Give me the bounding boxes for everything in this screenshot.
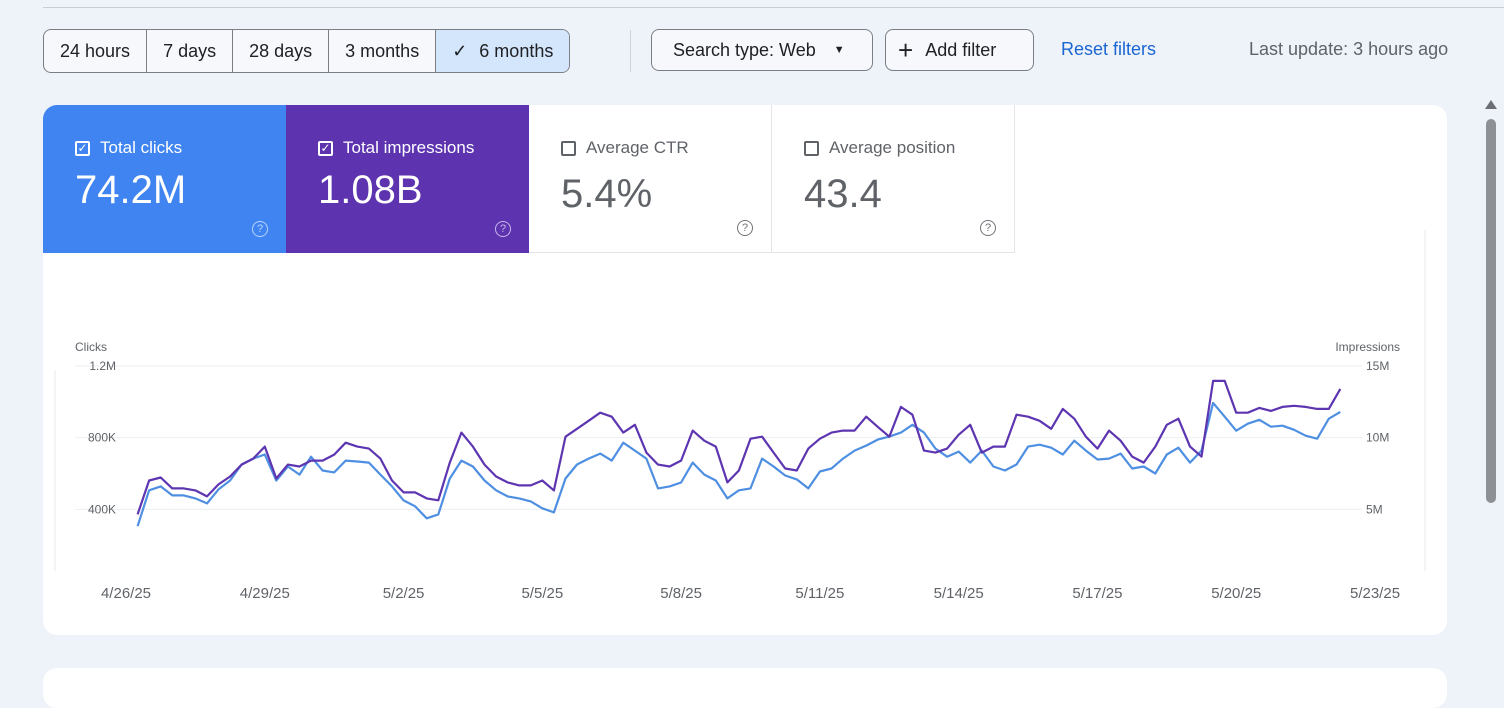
metric-total-clicks[interactable]: ✓ Total clicks 74.2M ? bbox=[43, 105, 286, 253]
range-label: 6 months bbox=[479, 40, 554, 61]
search-type-label: Search type: Web bbox=[673, 39, 816, 60]
date-range-selector: 24 hours 7 days 28 days 3 months ✓ 6 mont… bbox=[43, 29, 571, 73]
metric-total-impressions[interactable]: ✓ Total impressions 1.08B ? bbox=[286, 105, 529, 253]
reset-filters-link[interactable]: Reset filters bbox=[1061, 39, 1157, 59]
next-card bbox=[43, 668, 1447, 708]
range-label: 3 months bbox=[345, 40, 420, 61]
checkbox-unchecked-icon[interactable] bbox=[561, 140, 576, 156]
plus-icon: + bbox=[898, 35, 914, 65]
range-label: 24 hours bbox=[60, 40, 131, 61]
range-28-days[interactable]: 28 days bbox=[233, 30, 330, 72]
range-label: 7 days bbox=[163, 40, 217, 61]
metric-label: Average position bbox=[829, 138, 956, 157]
range-3-months[interactable]: 3 months bbox=[329, 30, 437, 72]
metric-average-position[interactable]: Average position 43.4 ? bbox=[772, 105, 1015, 253]
metric-value: 5.4% bbox=[561, 172, 653, 216]
help-icon[interactable]: ? bbox=[737, 220, 753, 236]
performance-card: ✓ Total clicks 74.2M ? ✓ Total impressions… bbox=[43, 105, 1447, 635]
help-icon[interactable]: ? bbox=[252, 221, 268, 237]
scroll-up-arrow-icon[interactable] bbox=[1485, 100, 1497, 109]
checkbox-checked-icon[interactable]: ✓ bbox=[318, 140, 333, 156]
search-type-dropdown[interactable]: Search type: Web ▼ bbox=[651, 29, 873, 71]
metric-value: 1.08B bbox=[318, 168, 423, 212]
range-7-days[interactable]: 7 days bbox=[147, 30, 234, 72]
scrollbar-thumb[interactable] bbox=[1486, 119, 1496, 503]
metric-label: Total impressions bbox=[343, 138, 475, 157]
help-icon[interactable]: ? bbox=[980, 220, 996, 236]
add-filter-label: Add filter bbox=[925, 39, 997, 60]
metric-value: 74.2M bbox=[75, 168, 187, 212]
checkbox-checked-icon[interactable]: ✓ bbox=[75, 140, 90, 156]
top-divider bbox=[43, 7, 1504, 8]
vertical-scrollbar[interactable] bbox=[1482, 95, 1500, 678]
range-24-hours[interactable]: 24 hours bbox=[44, 30, 148, 72]
help-icon[interactable]: ? bbox=[495, 221, 511, 237]
add-filter-button[interactable]: + Add filter bbox=[885, 29, 1034, 71]
metric-label: Total clicks bbox=[100, 138, 183, 157]
last-update-text: Last update: 3 hours ago bbox=[1249, 39, 1449, 59]
metric-label: Average CTR bbox=[586, 138, 689, 157]
caret-down-icon: ▼ bbox=[833, 44, 845, 56]
toolbar-divider bbox=[630, 30, 631, 72]
range-label: 28 days bbox=[249, 40, 313, 61]
range-6-months[interactable]: ✓ 6 months bbox=[436, 30, 570, 72]
metric-value: 43.4 bbox=[804, 172, 882, 216]
checkbox-unchecked-icon[interactable] bbox=[804, 140, 819, 156]
checkmark-icon: ✓ bbox=[452, 40, 468, 61]
metric-average-ctr[interactable]: Average CTR 5.4% ? bbox=[529, 105, 772, 253]
